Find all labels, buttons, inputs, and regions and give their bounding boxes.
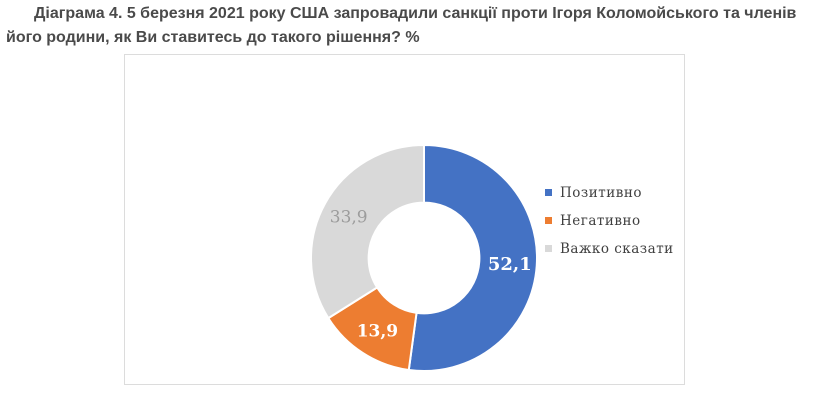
legend-label: Важко сказати	[560, 240, 674, 257]
legend-item-2: Важко сказати	[545, 240, 674, 257]
legend-swatch-icon	[545, 217, 552, 224]
slice-value-label-2: 33,9	[330, 207, 368, 227]
legend: Позитивно Негативно Важко сказати	[545, 184, 674, 268]
donut-slice-0	[407, 144, 538, 372]
chart-frame: 52,1 13,9 33,9 Позитивно Негативно Важко ска…	[124, 54, 685, 385]
legend-swatch-icon	[545, 189, 552, 196]
legend-item-0: Позитивно	[545, 184, 674, 201]
legend-label: Позитивно	[560, 184, 642, 201]
donut-chart: 52,1 13,9 33,9	[310, 144, 538, 372]
donut-slice-2	[310, 144, 425, 320]
slice-value-label-0: 52,1	[488, 254, 532, 275]
legend-swatch-icon	[545, 245, 552, 252]
slice-value-label-1: 13,9	[357, 321, 398, 341]
chart-title: Діаграма 4. 5 березня 2021 року США запр…	[6, 5, 797, 46]
legend-item-1: Негативно	[545, 212, 674, 229]
legend-label: Негативно	[560, 212, 641, 229]
